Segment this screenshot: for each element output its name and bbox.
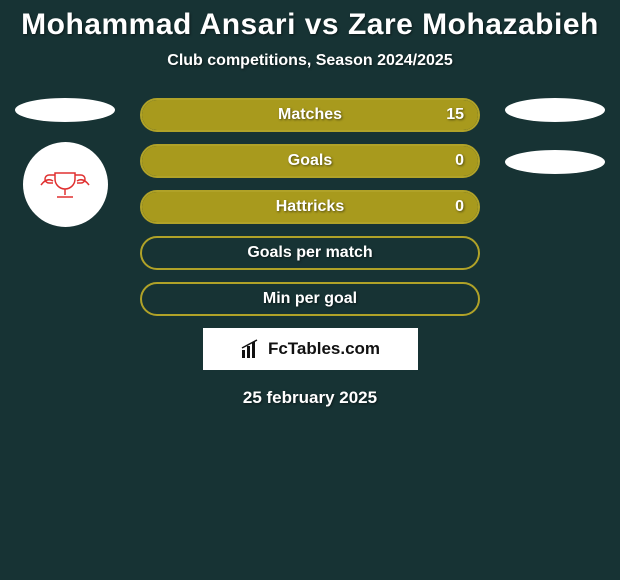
stat-bar: Matches 15 xyxy=(140,98,480,132)
left-player-badge xyxy=(15,98,115,122)
left-player-column xyxy=(10,98,120,227)
left-club-logo xyxy=(23,142,108,227)
stat-bar: Goals per match xyxy=(140,236,480,270)
stat-bar: Hattricks 0 xyxy=(140,190,480,224)
stat-label: Goals per match xyxy=(247,244,372,262)
stat-label: Min per goal xyxy=(263,290,357,308)
stat-bar: Goals 0 xyxy=(140,144,480,178)
trophy-icon xyxy=(35,165,95,205)
right-player-badge xyxy=(505,98,605,122)
season-subtitle: Club competitions, Season 2024/2025 xyxy=(0,52,620,70)
stat-value: 0 xyxy=(455,198,464,216)
stat-label: Goals xyxy=(288,152,332,170)
stat-bars: Matches 15 Goals 0 Hattricks 0 Goals per match… xyxy=(140,98,480,316)
right-club-badge xyxy=(505,150,605,174)
comparison-content: Matches 15 Goals 0 Hattricks 0 Goals per match… xyxy=(0,98,620,408)
comparison-title: Mohammad Ansari vs Zare Mohazabieh xyxy=(0,0,620,42)
stat-value: 15 xyxy=(446,106,464,124)
stat-bar: Min per goal xyxy=(140,282,480,316)
brand-text: FcTables.com xyxy=(268,339,380,359)
bars-icon xyxy=(240,338,262,360)
right-player-column xyxy=(500,98,610,184)
stat-label: Matches xyxy=(278,106,342,124)
snapshot-date: 25 february 2025 xyxy=(0,388,620,408)
brand-box: FcTables.com xyxy=(203,328,418,370)
stat-label: Hattricks xyxy=(276,198,344,216)
stat-value: 0 xyxy=(455,152,464,170)
